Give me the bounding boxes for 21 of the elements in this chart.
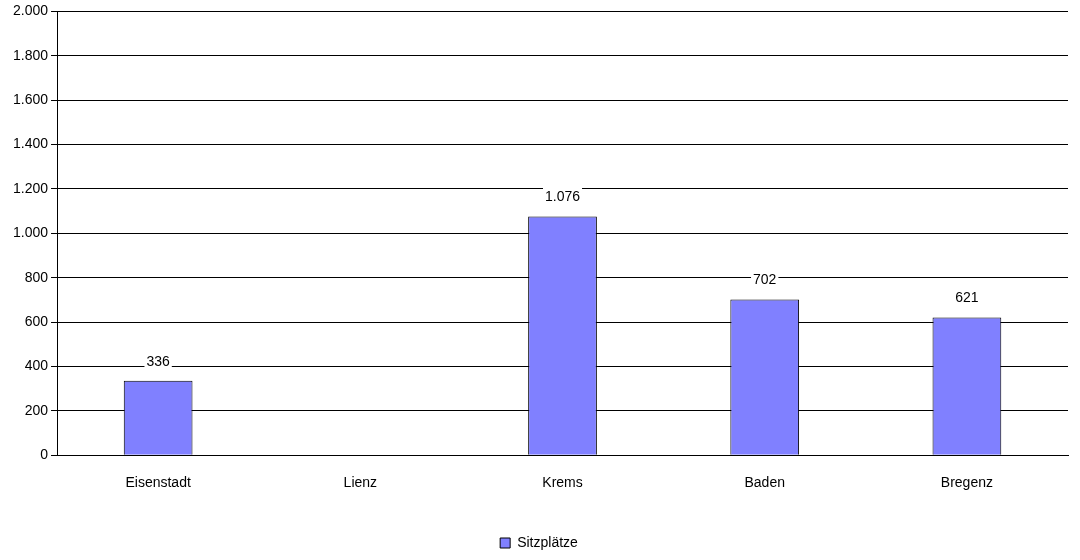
y-tick-label: 1.800	[12, 46, 49, 63]
y-tick-label: 1.000	[12, 224, 49, 241]
y-tick-label: 1.600	[12, 91, 49, 108]
data-label: 702	[753, 271, 777, 288]
y-tick-label: 800	[24, 268, 49, 285]
legend-label: Sitzplätze	[517, 533, 579, 550]
y-tick-label: 2.000	[12, 2, 49, 19]
data-label: 336	[146, 352, 171, 369]
x-tick-label: Lienz	[343, 474, 378, 491]
y-tick-label: 1.400	[12, 135, 49, 152]
y-tick-label: 400	[24, 357, 49, 374]
x-tick-label: Krems	[542, 474, 583, 491]
x-tick-label: Baden	[744, 474, 785, 491]
data-label: 621	[955, 289, 979, 306]
x-tick-label: Eisenstadt	[125, 474, 191, 491]
y-tick-label: 200	[24, 401, 49, 418]
y-tick-label: 1.200	[12, 179, 49, 196]
data-label: 1.076	[544, 188, 581, 205]
y-tick-label: 600	[24, 312, 49, 329]
x-tick-label: Bregenz	[940, 474, 993, 491]
y-tick-label: 0	[40, 446, 49, 463]
